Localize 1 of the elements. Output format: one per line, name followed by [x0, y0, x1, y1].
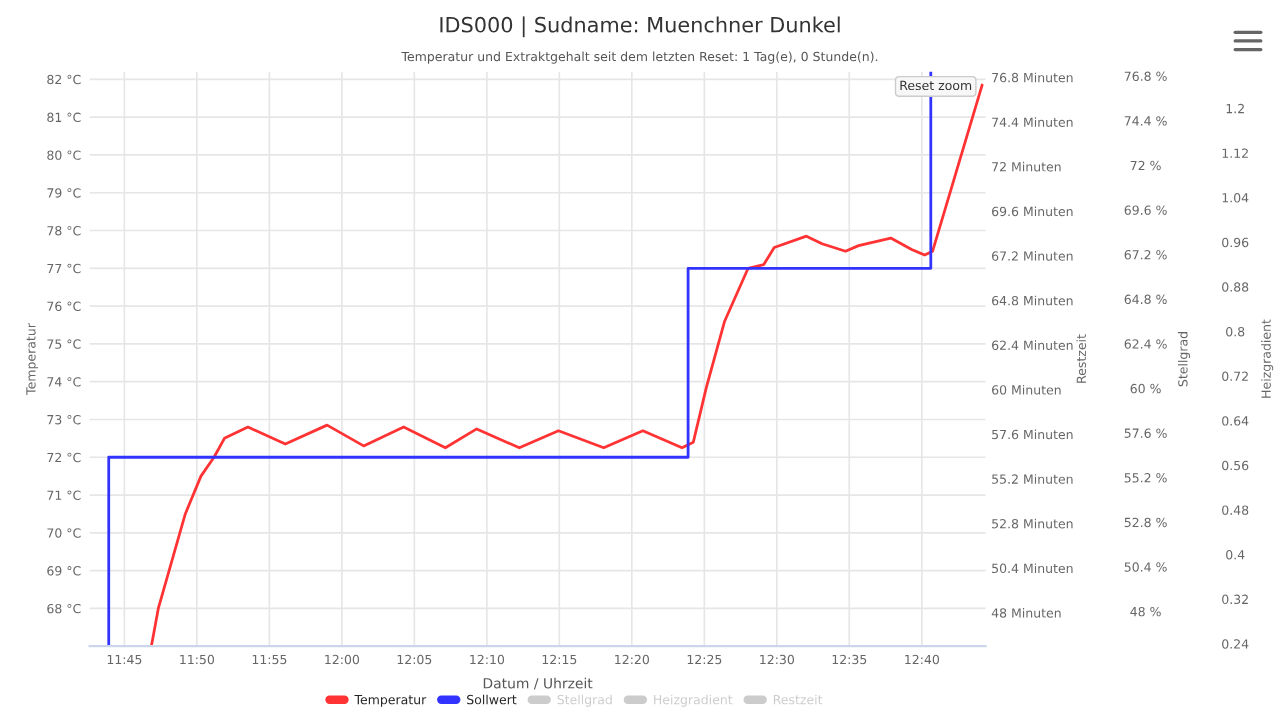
chart-title: IDS000 | Sudname: Muenchner Dunkel [440, 16, 840, 38]
